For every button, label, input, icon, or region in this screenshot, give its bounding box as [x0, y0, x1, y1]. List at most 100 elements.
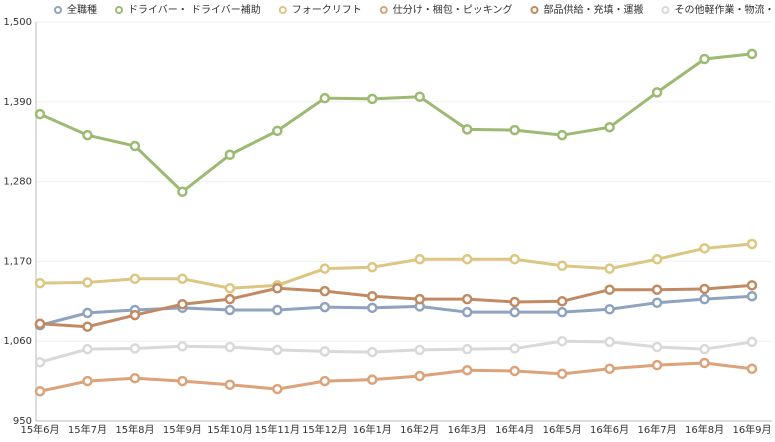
point: [651, 297, 663, 309]
y-tick-label: 1,500: [3, 17, 32, 28]
point: [651, 253, 663, 265]
point: [177, 186, 188, 198]
point: [414, 293, 425, 305]
point: [34, 108, 46, 120]
point: [224, 282, 236, 294]
point: [746, 336, 758, 348]
point: [367, 302, 378, 314]
legend-label: 仕分け・梱包・ピッキング: [393, 3, 513, 16]
point: [509, 296, 520, 308]
point: [34, 386, 46, 397]
point: [746, 363, 758, 375]
y-tick-label: 950: [13, 416, 32, 427]
x-tick-label: 16年8月: [685, 423, 724, 436]
x-tick-label: 16年1月: [353, 423, 392, 436]
x-tick-label: 15年11月: [255, 423, 300, 436]
point: [604, 363, 615, 375]
x-tick-label: 16年5月: [543, 423, 582, 436]
series-line: [39, 294, 753, 327]
series-line: [39, 283, 753, 329]
point: [224, 304, 236, 316]
point: [746, 290, 758, 302]
point: [604, 304, 615, 315]
series-line: [39, 361, 753, 393]
legend-label: フォークリフト: [292, 4, 362, 16]
point: [224, 293, 236, 305]
point: [509, 253, 520, 265]
point: [461, 343, 473, 355]
point: [82, 129, 93, 141]
point: [129, 140, 141, 152]
point: [556, 306, 568, 318]
point: [461, 306, 473, 318]
point: [224, 149, 236, 161]
legend-marker: [530, 6, 539, 14]
point: [414, 91, 425, 102]
y-tick-label: 1,170: [3, 256, 32, 267]
point: [699, 293, 710, 305]
point: [699, 357, 710, 369]
legend-marker: [278, 6, 287, 14]
x-tick-label: 15年12月: [302, 423, 347, 436]
point: [272, 125, 283, 137]
series-line: [39, 52, 753, 194]
point: [509, 306, 520, 318]
x-tick-label: 15年6月: [20, 423, 59, 436]
point: [319, 301, 331, 313]
point: [651, 341, 663, 353]
x-tick-label: 16年7月: [638, 423, 677, 436]
legend-label: その他軽作業・物流・配送: [674, 3, 775, 16]
point: [604, 284, 615, 295]
point: [34, 318, 46, 330]
x-tick-label: 16年2月: [400, 423, 439, 436]
point: [556, 368, 568, 380]
point: [699, 243, 710, 254]
point: [604, 336, 615, 348]
point: [319, 92, 331, 104]
point: [82, 375, 93, 387]
point: [367, 374, 378, 385]
point: [699, 283, 710, 295]
legend-label: 部品供給・充填・運搬: [543, 3, 643, 16]
point: [129, 372, 141, 384]
point: [461, 293, 473, 305]
point: [177, 341, 188, 352]
point: [319, 285, 331, 297]
point: [746, 280, 758, 291]
point: [177, 298, 188, 310]
point: [367, 290, 378, 302]
point: [272, 344, 283, 356]
legend-label: ドライバー・ ドライバー補助: [128, 3, 261, 16]
point: [129, 309, 141, 321]
point: [509, 365, 520, 377]
point: [82, 277, 93, 288]
point: [651, 87, 663, 98]
legend-marker: [661, 6, 670, 14]
x-tick-label: 16年3月: [448, 423, 487, 436]
x-tick-label: 15年8月: [115, 423, 154, 436]
point: [34, 356, 46, 368]
point: [746, 238, 758, 250]
legend-label: 全職種: [67, 3, 97, 16]
y-tick-label: 1,280: [3, 177, 32, 188]
point: [272, 282, 283, 294]
y-tick-label: 1,060: [3, 336, 32, 347]
point: [699, 53, 710, 65]
point: [604, 121, 615, 133]
x-tick-label: 16年6月: [590, 423, 629, 436]
series-line: [39, 242, 753, 290]
point: [319, 263, 331, 274]
legend-marker: [115, 6, 123, 14]
point: [319, 375, 331, 387]
point: [82, 307, 93, 319]
point: [177, 273, 188, 285]
x-tick-label: 16年9月: [732, 423, 771, 436]
point: [604, 263, 615, 274]
point: [367, 346, 378, 358]
point: [82, 321, 93, 332]
point: [556, 129, 568, 141]
point: [129, 273, 141, 285]
x-tick-label: 15年10月: [207, 423, 252, 436]
point: [414, 253, 425, 265]
